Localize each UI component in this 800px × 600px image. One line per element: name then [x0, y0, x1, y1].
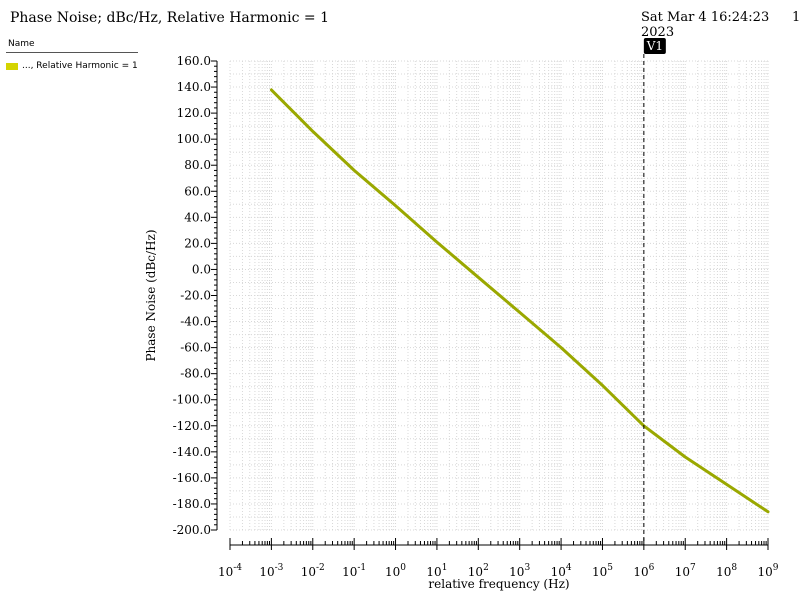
- x-axis-title: relative frequency (Hz): [428, 577, 569, 591]
- y-tick-label: 60.0: [184, 184, 211, 198]
- grid: [229, 60, 769, 531]
- x-tick-label: 10-2: [301, 563, 325, 579]
- y-tick-label: 160.0: [177, 54, 211, 68]
- x-tick-label: 10-1: [342, 563, 366, 579]
- y-axis-title: Phase Noise (dBc/Hz): [144, 229, 158, 361]
- y-tick-label: 0.0: [192, 262, 211, 276]
- legend-item[interactable]: ..., Relative Harmonic = 1: [6, 61, 138, 71]
- x-tick-label: 108: [716, 563, 737, 579]
- phase-noise-series-line: [269, 88, 770, 514]
- marker-layer[interactable]: V1: [643, 38, 666, 545]
- y-tick-label: -100.0: [173, 393, 211, 407]
- x-tick-label: 107: [675, 563, 696, 579]
- x-tick-label: 109: [757, 563, 778, 579]
- y-tick-label: 100.0: [177, 132, 211, 146]
- y-tick-label: -20.0: [180, 289, 211, 303]
- y-tick-label: -60.0: [180, 341, 211, 355]
- legend-swatch: [6, 62, 18, 70]
- x-tick-label: 10-4: [218, 563, 242, 579]
- y-tick-label: -200.0: [173, 523, 211, 537]
- legend-panel: Name ..., Relative Harmonic = 1: [6, 39, 138, 71]
- x-tick-label: 10-3: [259, 563, 283, 579]
- x-tick-label: 106: [633, 563, 654, 579]
- y-tick-label: 120.0: [177, 106, 211, 120]
- y-tick-label: -40.0: [180, 315, 211, 329]
- axes: [211, 60, 769, 550]
- x-tick-label: 102: [468, 563, 489, 579]
- x-tick-label: 100: [385, 563, 406, 579]
- x-tick-label: 105: [592, 563, 613, 579]
- legend-name-header: Name: [6, 39, 138, 53]
- y-tick-label: 40.0: [184, 210, 211, 224]
- x-tick-label: 103: [509, 563, 530, 579]
- y-tick-label: -160.0: [173, 471, 211, 485]
- timestamp: Sat Mar 4 16:24:23 2023: [641, 10, 770, 40]
- axis-labels: 160.0 140.0 120.0 100.0 80.0 60.0 40.0 20.0 0.0 -…: [144, 54, 779, 591]
- y-tick-label: -180.0: [173, 497, 211, 511]
- plot-title: Phase Noise; dBc/Hz, Relative Harmonic =…: [10, 10, 330, 26]
- y-tick-label: 80.0: [184, 158, 211, 172]
- marker-v1-flag[interactable]: [643, 38, 666, 54]
- y-tick-label: -140.0: [173, 445, 211, 459]
- marker-v1-label: V1: [646, 39, 663, 53]
- page-number: 1: [792, 10, 800, 25]
- y-tick-label: 20.0: [184, 236, 211, 250]
- y-tick-label: -120.0: [173, 419, 211, 433]
- x-tick-label: 101: [426, 563, 447, 579]
- y-tick-label: -80.0: [180, 367, 211, 381]
- series-layer: [269, 88, 770, 514]
- legend-item-label: ..., Relative Harmonic = 1: [22, 61, 138, 71]
- x-tick-label: 104: [551, 563, 572, 579]
- y-tick-label: 140.0: [177, 80, 211, 94]
